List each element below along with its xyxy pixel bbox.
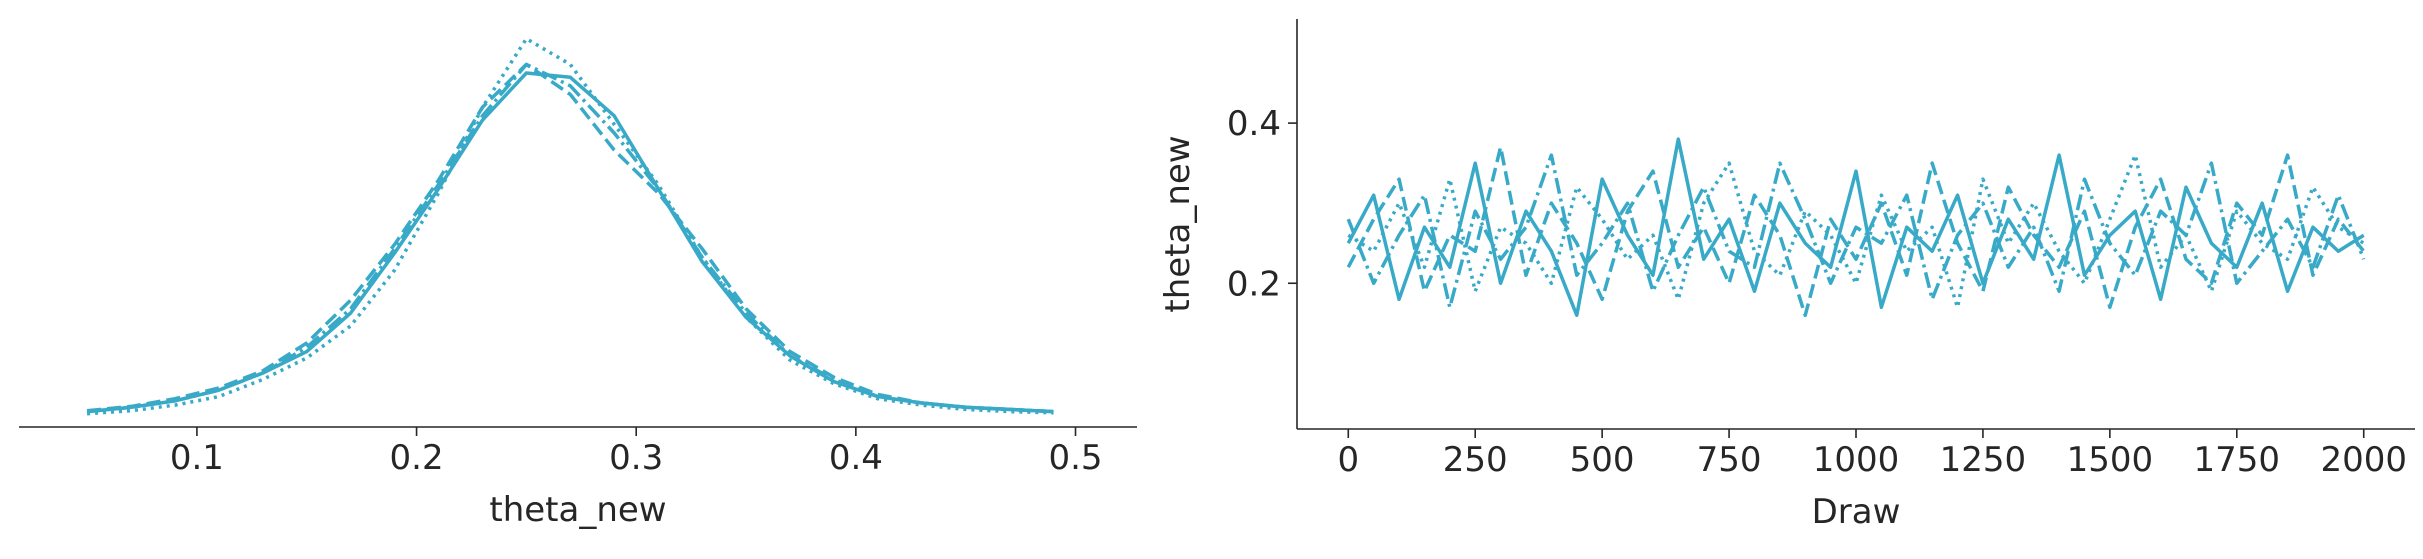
x-tick-label: 0.4 xyxy=(829,438,883,478)
x-tick-label: 0.5 xyxy=(1048,438,1102,478)
x-tick-label: 0.3 xyxy=(609,438,663,478)
y-axis-label: theta_new xyxy=(1158,135,1198,312)
x-tick-label: 0.1 xyxy=(170,438,224,478)
x-tick-label: 750 xyxy=(1697,440,1762,480)
y-tick-label: 0.2 xyxy=(1227,264,1281,304)
x-tick-label: 250 xyxy=(1443,440,1508,480)
series-line xyxy=(86,36,1054,416)
y-tick-label: 0.4 xyxy=(1227,104,1281,144)
series-line xyxy=(86,62,1054,414)
series-line xyxy=(86,71,1054,414)
x-tick-label: 1000 xyxy=(1813,440,1900,480)
x-tick-label: 0.2 xyxy=(390,438,444,478)
x-tick-label: 500 xyxy=(1570,440,1635,480)
x-tick-label: 2000 xyxy=(2320,440,2407,480)
x-tick-label: 1250 xyxy=(1940,440,2027,480)
series-line xyxy=(1346,145,2366,318)
x-tick-label: 1750 xyxy=(2194,440,2281,480)
x-tick-label: 1500 xyxy=(2067,440,2154,480)
series-line xyxy=(86,62,1054,414)
x-axis-label: theta_new xyxy=(489,490,666,530)
x-axis-label: Draw xyxy=(1812,492,1901,532)
x-tick-label: 0 xyxy=(1337,440,1359,480)
series-line xyxy=(1347,153,2365,310)
